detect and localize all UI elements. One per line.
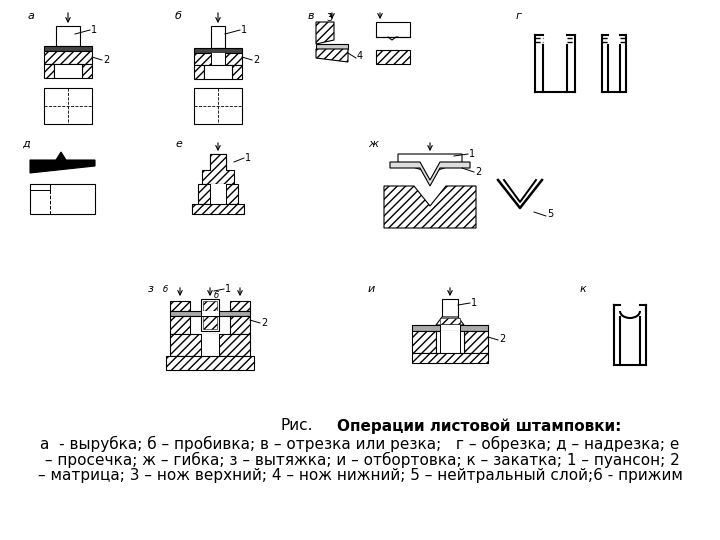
Bar: [376, 50, 410, 64]
Bar: [464, 331, 488, 353]
Text: 3: 3: [326, 13, 332, 23]
Polygon shape: [30, 160, 95, 173]
Bar: [204, 65, 232, 79]
Text: 5: 5: [547, 209, 553, 219]
Bar: [376, 22, 410, 37]
Polygon shape: [56, 152, 66, 160]
Bar: [316, 44, 348, 49]
Bar: [170, 301, 190, 311]
Bar: [194, 88, 242, 124]
Bar: [201, 299, 219, 331]
Bar: [194, 53, 242, 65]
Bar: [230, 301, 250, 311]
Text: 2: 2: [475, 167, 481, 177]
Bar: [232, 65, 242, 79]
Bar: [44, 64, 54, 78]
Bar: [194, 48, 242, 53]
Bar: [166, 356, 254, 370]
Bar: [412, 353, 488, 363]
Bar: [201, 311, 219, 316]
Text: в: в: [308, 11, 315, 21]
Bar: [210, 154, 226, 170]
Bar: [170, 334, 250, 356]
Bar: [440, 318, 460, 324]
Bar: [192, 204, 244, 214]
Polygon shape: [436, 317, 464, 325]
Text: 1: 1: [245, 153, 251, 163]
Bar: [210, 184, 226, 204]
Bar: [170, 311, 250, 316]
Text: 1: 1: [241, 25, 247, 35]
Text: Рис.: Рис.: [280, 418, 312, 433]
Text: Операции листовой штамповки:: Операции листовой штамповки:: [316, 418, 621, 434]
Bar: [440, 331, 460, 353]
Text: 2: 2: [253, 55, 259, 65]
Text: а: а: [28, 11, 35, 21]
Text: б: б: [175, 11, 182, 21]
Text: д: д: [22, 139, 30, 149]
Text: а  - вырубка; б – пробивка; в – отрезка или резка;   г – обрезка; д – надрезка; : а - вырубка; б – пробивка; в – отрезка и…: [40, 436, 680, 452]
Bar: [44, 88, 92, 124]
Text: и: и: [368, 284, 375, 294]
Bar: [194, 65, 204, 79]
Text: 1: 1: [225, 284, 231, 294]
Text: б: б: [163, 285, 168, 294]
Bar: [54, 64, 82, 78]
Text: 2: 2: [261, 318, 267, 328]
Bar: [44, 51, 92, 64]
Text: к: к: [580, 284, 587, 294]
Bar: [412, 331, 436, 353]
Bar: [44, 46, 92, 51]
Polygon shape: [390, 162, 470, 186]
Text: з: з: [148, 284, 154, 294]
Polygon shape: [202, 154, 234, 184]
Bar: [170, 316, 190, 334]
Polygon shape: [384, 186, 476, 228]
Polygon shape: [316, 49, 348, 62]
Bar: [198, 184, 238, 204]
Polygon shape: [398, 154, 462, 182]
Bar: [56, 26, 80, 46]
Text: – просечка; ж – гибка; з – вытяжка; и – отбортовка; к – закатка; 1 – пуансон; 2: – просечка; ж – гибка; з – вытяжка; и – …: [40, 452, 680, 468]
Text: е: е: [175, 139, 182, 149]
Bar: [203, 301, 217, 329]
Bar: [436, 331, 464, 353]
Bar: [442, 299, 458, 317]
Text: б: б: [214, 291, 219, 300]
Bar: [230, 316, 250, 334]
Polygon shape: [316, 22, 334, 44]
Text: 1: 1: [91, 25, 97, 35]
Text: – матрица; 3 – нож верхний; 4 – нож нижний; 5 – нейтральный слой;6 - прижим: – матрица; 3 – нож верхний; 4 – нож нижн…: [37, 468, 683, 483]
Bar: [211, 53, 225, 65]
Text: 1: 1: [471, 298, 477, 308]
Text: 1: 1: [469, 149, 475, 159]
Text: 2: 2: [103, 55, 109, 65]
Bar: [440, 325, 460, 331]
Bar: [412, 325, 488, 331]
Text: г: г: [516, 11, 522, 21]
Bar: [211, 26, 225, 48]
Text: ж: ж: [368, 139, 378, 149]
Bar: [82, 64, 92, 78]
Bar: [30, 184, 95, 214]
Text: 4: 4: [357, 51, 363, 61]
Text: 2: 2: [499, 334, 505, 344]
Bar: [201, 334, 219, 356]
